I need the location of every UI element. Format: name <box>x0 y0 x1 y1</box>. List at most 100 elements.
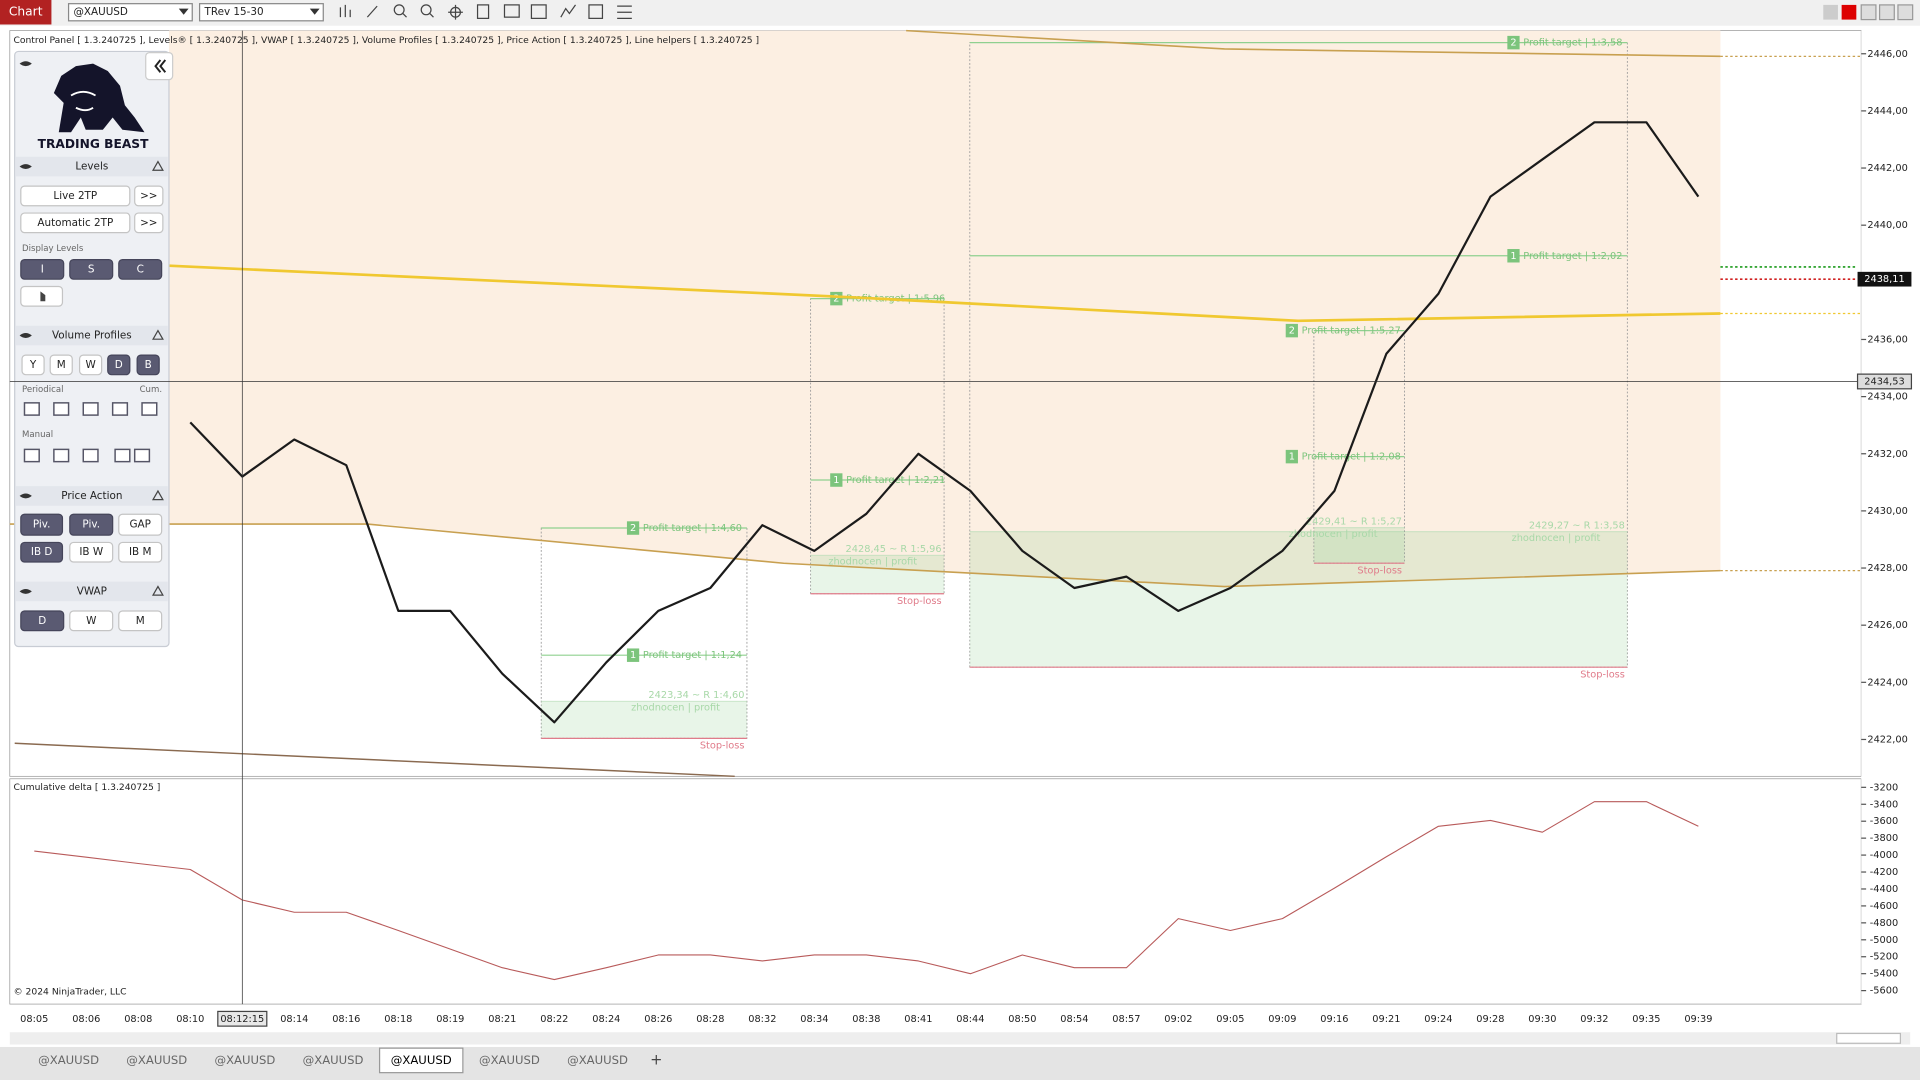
button-label: M <box>136 615 145 627</box>
chart-tab[interactable] <box>555 1048 640 1073</box>
y-tick-label: -5000 <box>1870 935 1898 946</box>
eye-icon[interactable] <box>19 493 32 499</box>
eye-icon[interactable] <box>19 61 32 67</box>
tool-icon[interactable] <box>82 448 99 463</box>
panel-button[interactable] <box>20 610 65 632</box>
chart-tab[interactable] <box>26 1048 111 1073</box>
tool-icon[interactable] <box>23 448 40 463</box>
profit-zone <box>1313 527 1405 564</box>
collapse-icon[interactable] <box>152 585 164 596</box>
panel-button[interactable] <box>134 185 164 207</box>
panel-button[interactable] <box>136 354 160 376</box>
eye-icon[interactable] <box>19 333 32 338</box>
panel-button[interactable] <box>118 513 163 536</box>
copyright: © 2024 NinjaTrader, LLC <box>13 986 126 997</box>
scroll-thumb[interactable] <box>1836 1032 1902 1044</box>
y-tick-label: -4200 <box>1870 867 1898 878</box>
tool-icon[interactable] <box>53 448 70 463</box>
chart-tab[interactable] <box>115 1048 199 1073</box>
tool-icon[interactable] <box>141 402 158 416</box>
button-label: Live 2TP <box>53 190 97 202</box>
panel-button[interactable] <box>49 354 73 376</box>
panel-button[interactable] <box>118 610 163 632</box>
stop-label: Stop-loss <box>1580 670 1625 681</box>
crosshair-price-box <box>1856 373 1913 390</box>
toolbar-icons[interactable] <box>339 4 632 20</box>
x-tick-label: 09:32 <box>1580 1014 1608 1025</box>
collapse-icon[interactable] <box>152 329 164 340</box>
eye-icon[interactable] <box>19 588 32 594</box>
tab-label: @XAUUSD <box>479 1053 540 1067</box>
target-badge-text: 1 <box>1289 452 1295 463</box>
x-tick-label: 08:05 <box>20 1014 48 1025</box>
panel-button[interactable] <box>21 354 45 376</box>
eye-icon[interactable] <box>19 164 32 169</box>
panel-button[interactable] <box>78 354 103 376</box>
x-tick-label: 08:19 <box>436 1014 464 1025</box>
chart-tab[interactable] <box>203 1048 287 1073</box>
panel-button[interactable] <box>20 513 64 536</box>
panel-button[interactable] <box>69 610 114 632</box>
tool-icon[interactable] <box>114 448 131 463</box>
profit-zone <box>541 701 747 739</box>
button-label: W <box>85 359 95 371</box>
tool-icon[interactable] <box>82 402 99 416</box>
instrument-select[interactable] <box>67 3 193 22</box>
x-tick-label: 09:39 <box>1684 1014 1712 1025</box>
button-label: D <box>38 615 46 627</box>
crosshair-price-label: 2434,53 <box>1864 376 1904 387</box>
button-label: Piv. <box>82 519 100 531</box>
chart-tab[interactable] <box>467 1048 552 1073</box>
tool-icon[interactable] <box>23 402 40 416</box>
scrollbar[interactable] <box>9 1032 1911 1045</box>
panel-button[interactable] <box>69 513 114 536</box>
x-tick-label: 09:16 <box>1320 1014 1348 1025</box>
x-tick-label: 08:08 <box>124 1014 152 1025</box>
y-tick-label: -4600 <box>1870 901 1898 912</box>
collapse-icon[interactable] <box>152 160 164 171</box>
brand: TRADING BEAST <box>38 137 149 151</box>
panel-button[interactable] <box>118 541 163 563</box>
panel-button[interactable] <box>20 212 131 234</box>
tab-label: @XAUUSD <box>391 1053 452 1067</box>
panel-button[interactable] <box>69 258 114 280</box>
result-label: zhodnocen | profit <box>1512 533 1601 544</box>
y-tick-label: -5600 <box>1870 986 1898 997</box>
panel-button[interactable] <box>20 185 131 207</box>
x-tick-label: 08:16 <box>332 1014 360 1025</box>
tool-icon[interactable] <box>111 402 129 416</box>
section-title: VWAP <box>77 585 107 597</box>
target-label: Profit target | 1:2,02 <box>1523 251 1622 262</box>
panel-button[interactable] <box>107 354 131 376</box>
tab-label: @XAUUSD <box>214 1053 275 1067</box>
app-button[interactable] <box>0 0 52 25</box>
tab-label: @XAUUSD <box>126 1053 187 1067</box>
target-badge-text: 1 <box>833 475 839 486</box>
panel-button[interactable] <box>20 258 65 280</box>
chart-tab[interactable] <box>378 1047 464 1074</box>
tool-icon[interactable] <box>53 402 70 416</box>
target-badge <box>1285 449 1298 464</box>
target-label: Profit target | 1:3,58 <box>1523 38 1622 49</box>
collapse-icon[interactable] <box>152 489 164 501</box>
window-buttons[interactable] <box>1823 4 1914 21</box>
panel-button[interactable] <box>20 541 64 563</box>
panel-button[interactable] <box>69 541 114 563</box>
new-tab[interactable]: + <box>650 1051 662 1068</box>
panel-button[interactable] <box>134 212 164 234</box>
y-tick-label: 2428,00 <box>1867 563 1907 574</box>
x-tick-label: 08:32 <box>748 1014 776 1025</box>
x-tick-label: 08:10 <box>176 1014 204 1025</box>
chart-tab[interactable] <box>291 1048 375 1073</box>
x-tick-label: 08:28 <box>696 1014 724 1025</box>
tab-label: @XAUUSD <box>567 1053 628 1067</box>
tool-icon[interactable] <box>133 448 151 463</box>
y-tick-label: 2430,00 <box>1867 506 1907 517</box>
x-tick-label: 09:30 <box>1528 1014 1556 1025</box>
y-tick-label: 2424,00 <box>1867 677 1907 688</box>
panel-button[interactable] <box>118 258 163 280</box>
app-label: Chart <box>9 5 43 19</box>
x-tick-label: 08:50 <box>1008 1014 1036 1025</box>
bar-type-select[interactable] <box>198 3 324 22</box>
stop-label: Stop-loss <box>897 596 942 607</box>
